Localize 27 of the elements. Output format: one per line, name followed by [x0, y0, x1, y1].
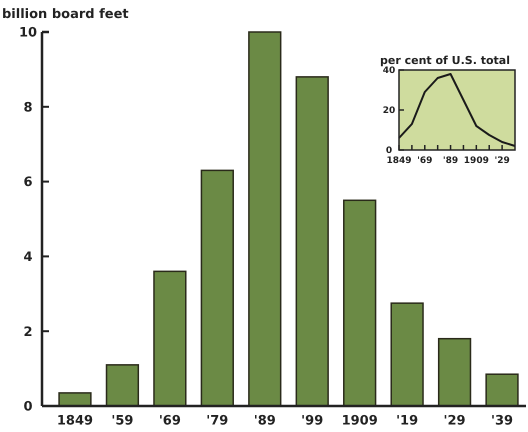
- y-axis-title: per cent of U.S. total: [380, 54, 510, 67]
- x-tick-label: '89: [442, 156, 458, 166]
- x-tick-label: '89: [254, 414, 276, 429]
- x-tick-label: '29: [494, 156, 510, 166]
- x-tick-label: '69: [417, 156, 432, 166]
- y-tick-label: 6: [23, 175, 33, 190]
- y-tick-label: 0: [23, 400, 33, 415]
- y-tick-label: 4: [23, 250, 33, 265]
- y-tick-label: 8: [23, 100, 33, 116]
- x-tick-label: 1849: [56, 414, 94, 429]
- y-tick-label: 2: [23, 324, 33, 340]
- y-tick-label: 20: [382, 106, 396, 116]
- x-tick-label: 1909: [342, 414, 378, 429]
- x-tick-label: 1849: [386, 156, 412, 166]
- x-tick-label: '99: [301, 414, 324, 429]
- x-tick-label: '59: [111, 414, 134, 429]
- x-tick-label: 1909: [464, 156, 489, 166]
- x-tick-label: '69: [158, 414, 181, 429]
- y-tick-label: 0: [386, 146, 392, 156]
- x-tick-label: '39: [490, 414, 514, 429]
- y-tick-label: 40: [382, 66, 396, 76]
- y-axis-title: billion board feet: [2, 7, 129, 22]
- x-tick-label: '19: [396, 414, 418, 429]
- x-tick-label: '29: [444, 414, 466, 429]
- x-tick-label: '79: [206, 414, 228, 429]
- y-tick-label: 10: [18, 26, 38, 41]
- line-series: [398, 73, 516, 147]
